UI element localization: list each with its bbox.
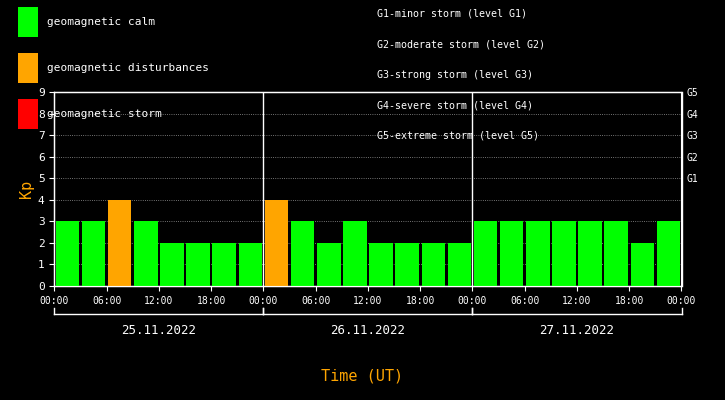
Bar xyxy=(343,221,367,286)
Text: 25.11.2022: 25.11.2022 xyxy=(121,324,196,336)
Bar xyxy=(239,243,262,286)
Bar xyxy=(160,243,183,286)
Text: 27.11.2022: 27.11.2022 xyxy=(539,324,615,336)
Bar xyxy=(631,243,654,286)
Text: G1-minor storm (level G1): G1-minor storm (level G1) xyxy=(377,9,527,19)
Text: G4-severe storm (level G4): G4-severe storm (level G4) xyxy=(377,100,533,110)
Bar xyxy=(421,243,445,286)
Bar xyxy=(395,243,419,286)
Text: G2-moderate storm (level G2): G2-moderate storm (level G2) xyxy=(377,39,545,49)
Text: geomagnetic calm: geomagnetic calm xyxy=(47,17,155,27)
Bar xyxy=(134,221,157,286)
Bar xyxy=(265,200,289,286)
Bar xyxy=(82,221,105,286)
Text: geomagnetic disturbances: geomagnetic disturbances xyxy=(47,63,209,73)
Text: geomagnetic storm: geomagnetic storm xyxy=(47,109,162,119)
Bar xyxy=(108,200,131,286)
Bar xyxy=(56,221,79,286)
Bar xyxy=(500,221,523,286)
Text: Time (UT): Time (UT) xyxy=(321,368,404,384)
Bar xyxy=(526,221,550,286)
Bar xyxy=(212,243,236,286)
Bar xyxy=(186,243,210,286)
Bar xyxy=(369,243,393,286)
Bar xyxy=(605,221,628,286)
Bar xyxy=(473,221,497,286)
Y-axis label: Kp: Kp xyxy=(19,180,34,198)
Bar xyxy=(657,221,680,286)
Bar xyxy=(317,243,341,286)
Bar xyxy=(291,221,315,286)
Text: 26.11.2022: 26.11.2022 xyxy=(331,324,405,336)
Bar xyxy=(447,243,471,286)
Bar xyxy=(552,221,576,286)
Bar xyxy=(579,221,602,286)
Text: G5-extreme storm (level G5): G5-extreme storm (level G5) xyxy=(377,130,539,140)
Text: G3-strong storm (level G3): G3-strong storm (level G3) xyxy=(377,70,533,80)
